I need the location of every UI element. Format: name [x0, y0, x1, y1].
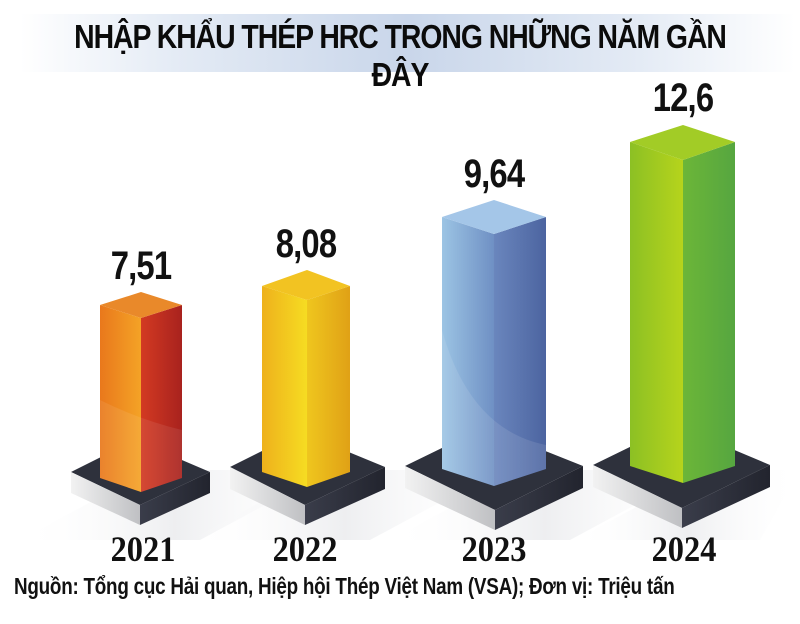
chart-title: NHẬP KHẨU THÉP HRC TRONG NHỮNG NĂM GẦN Đ…	[74, 18, 727, 93]
bar-2024	[593, 125, 770, 528]
year-label-2023: 2023	[461, 529, 527, 569]
value-label-2022: 8,08	[275, 222, 337, 266]
bar-2021	[71, 292, 210, 525]
year-label-2024: 2024	[651, 529, 717, 569]
value-label-2023: 9,64	[463, 152, 525, 196]
source-footnote: Nguồn: Tổng cục Hải quan, Hiệp hội Thép …	[14, 573, 675, 599]
value-label-2024: 12,6	[652, 76, 714, 120]
year-label-2021: 2021	[110, 529, 176, 569]
value-label-2021: 7,51	[110, 244, 172, 288]
bar-2022	[230, 270, 385, 525]
title-band	[20, 14, 795, 72]
bar-2023	[405, 200, 583, 530]
year-label-2022: 2022	[272, 529, 338, 569]
